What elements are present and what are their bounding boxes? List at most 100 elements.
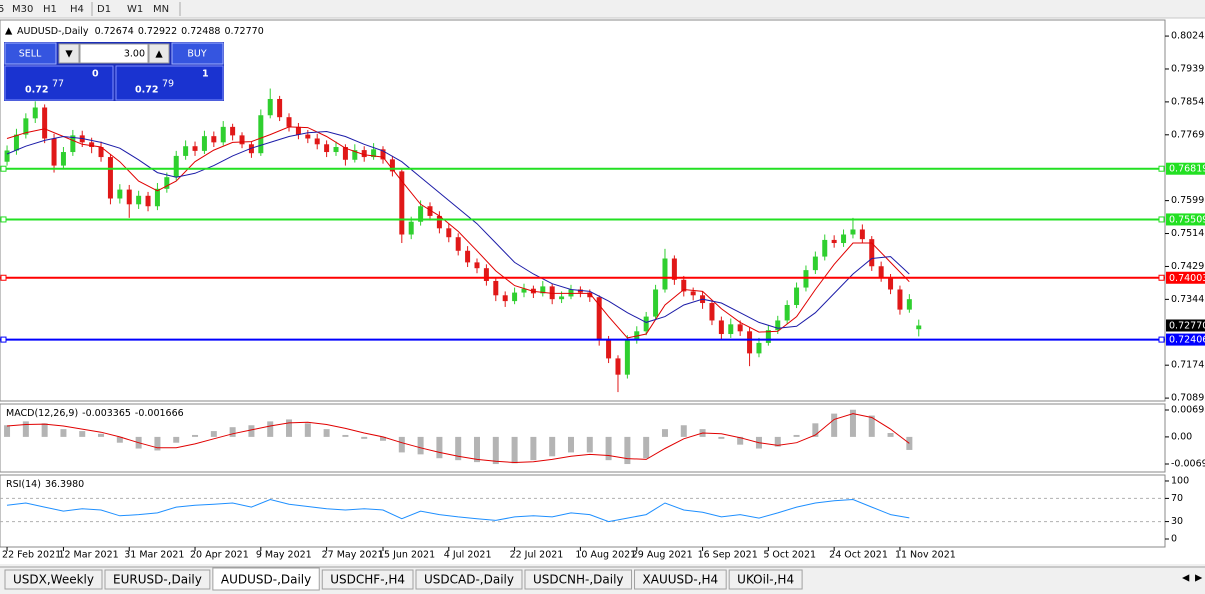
candle-body <box>812 256 818 271</box>
candle-body <box>681 279 687 292</box>
macd-bar <box>210 431 217 437</box>
candle-body <box>136 195 142 205</box>
candle-body <box>342 147 348 160</box>
macd-bar <box>549 436 556 457</box>
timeframe-button[interactable]: H4 <box>70 4 84 15</box>
y-tick-label: 0.70895 <box>1171 393 1205 404</box>
candle-body <box>164 177 170 189</box>
candle-body <box>671 258 677 280</box>
trade-panel: SELL ▼ 3.00 ▲ BUY 0.72 77 0 0.72 79 1 <box>4 42 224 101</box>
macd-bar <box>887 433 894 437</box>
candle-body <box>324 144 330 153</box>
y-tick-label: 0.006932 <box>1171 405 1205 416</box>
timeframe-button[interactable]: MN <box>153 4 169 15</box>
toolbar-bg <box>0 0 1205 18</box>
tab-scroll-left[interactable]: ◀ <box>1182 573 1190 584</box>
y-tick-label: 0.71745 <box>1171 360 1205 371</box>
macd-bar <box>455 436 462 461</box>
candle-body <box>474 262 480 269</box>
candle-body <box>794 287 800 305</box>
current-price-label: 0.72770 <box>1169 320 1205 331</box>
timeframe-button[interactable]: M30 <box>12 4 33 15</box>
collapse-arrow[interactable]: ▲ <box>5 26 13 37</box>
candle-body <box>606 339 612 359</box>
candle-body <box>502 295 508 302</box>
moving-average <box>6 126 910 339</box>
rsi-panel <box>0 474 1166 548</box>
macd-bar <box>793 434 800 437</box>
macd-bar <box>398 436 405 453</box>
level-handle <box>1158 336 1165 343</box>
x-tick-label: 29 Aug 2021 <box>632 550 693 561</box>
candle-body <box>399 171 405 235</box>
chart-tab[interactable] <box>415 569 523 590</box>
tab-scroll-right[interactable]: ▶ <box>1195 573 1203 584</box>
macd-title: MACD(12,26,9) <box>6 408 78 419</box>
y-tick-label: 0.74295 <box>1171 261 1205 272</box>
x-tick-label: 10 Aug 2021 <box>575 550 636 561</box>
macd-bar <box>304 423 311 437</box>
macd-bar <box>286 419 293 437</box>
macd-bar <box>849 409 856 437</box>
macd-bar <box>248 425 255 437</box>
candle-body <box>822 239 828 257</box>
candle-body <box>718 320 724 335</box>
header-low: 0.72488 <box>181 26 220 37</box>
macd-bar <box>380 436 387 441</box>
candle-body <box>765 330 771 343</box>
timeframe-button[interactable]: 5 <box>0 4 4 15</box>
x-tick-label: 9 May 2021 <box>256 550 312 561</box>
candle-body <box>521 288 527 293</box>
macd-signal <box>6 413 910 464</box>
chart-tab[interactable] <box>321 569 414 590</box>
candle-body <box>587 292 593 298</box>
ask-box[interactable] <box>115 65 224 101</box>
timeframe-button[interactable]: H1 <box>43 4 57 15</box>
x-tick-label: 22 Jul 2021 <box>510 550 564 561</box>
macd-header: MACD(12,26,9) -0.003365 -0.001666 <box>6 408 184 419</box>
timeframe-button[interactable]: W1 <box>127 4 143 15</box>
candle-body <box>455 237 461 251</box>
candle-body <box>380 149 386 160</box>
candle-body <box>126 189 132 205</box>
lot-input[interactable] <box>79 43 149 64</box>
macd-bar <box>323 429 330 437</box>
chart-tab[interactable] <box>212 567 320 591</box>
main-panel <box>0 19 1166 402</box>
y-tick-label: 0.00 <box>1171 431 1192 442</box>
candle-body <box>220 126 226 143</box>
header-high: 0.72922 <box>138 26 177 37</box>
x-tick-label: 24 Oct 2021 <box>829 550 888 561</box>
chart-tab[interactable] <box>104 569 211 590</box>
candle-body <box>154 188 160 207</box>
candle-body <box>483 268 489 281</box>
candle-body <box>446 228 452 238</box>
candle-body <box>756 342 762 354</box>
candle-body <box>577 289 583 293</box>
lot-down[interactable] <box>58 43 80 64</box>
candle-body <box>389 159 395 172</box>
level-handle <box>1158 274 1165 281</box>
x-tick-label: 11 Nov 2021 <box>895 550 956 561</box>
lot-up[interactable] <box>148 43 170 64</box>
rsi-line <box>6 498 910 523</box>
candle-body <box>117 189 123 199</box>
chart-tab[interactable] <box>728 569 803 590</box>
level-handle <box>1158 165 1165 172</box>
chart-tab[interactable] <box>4 569 103 590</box>
bid-box[interactable] <box>4 65 114 101</box>
chart-tab[interactable] <box>524 569 633 590</box>
buy-button[interactable] <box>171 42 224 65</box>
macd-bar <box>267 421 274 437</box>
level-price-label: 0.72406 <box>1169 335 1205 346</box>
macd-signal-value: -0.001666 <box>135 408 184 419</box>
chart-tab[interactable] <box>634 569 727 590</box>
y-tick-label: -0.006991 <box>1171 459 1205 470</box>
chart-tab-label: USDCNH-,Daily <box>533 573 624 587</box>
chart-tab-label: USDCAD-,Daily <box>424 573 514 587</box>
sell-button[interactable] <box>4 42 57 65</box>
buy-label: BUY <box>187 49 206 60</box>
candle-body <box>89 142 95 147</box>
timeframe-button[interactable]: D1 <box>97 4 111 15</box>
y-tick-label: 100 <box>1171 475 1189 486</box>
